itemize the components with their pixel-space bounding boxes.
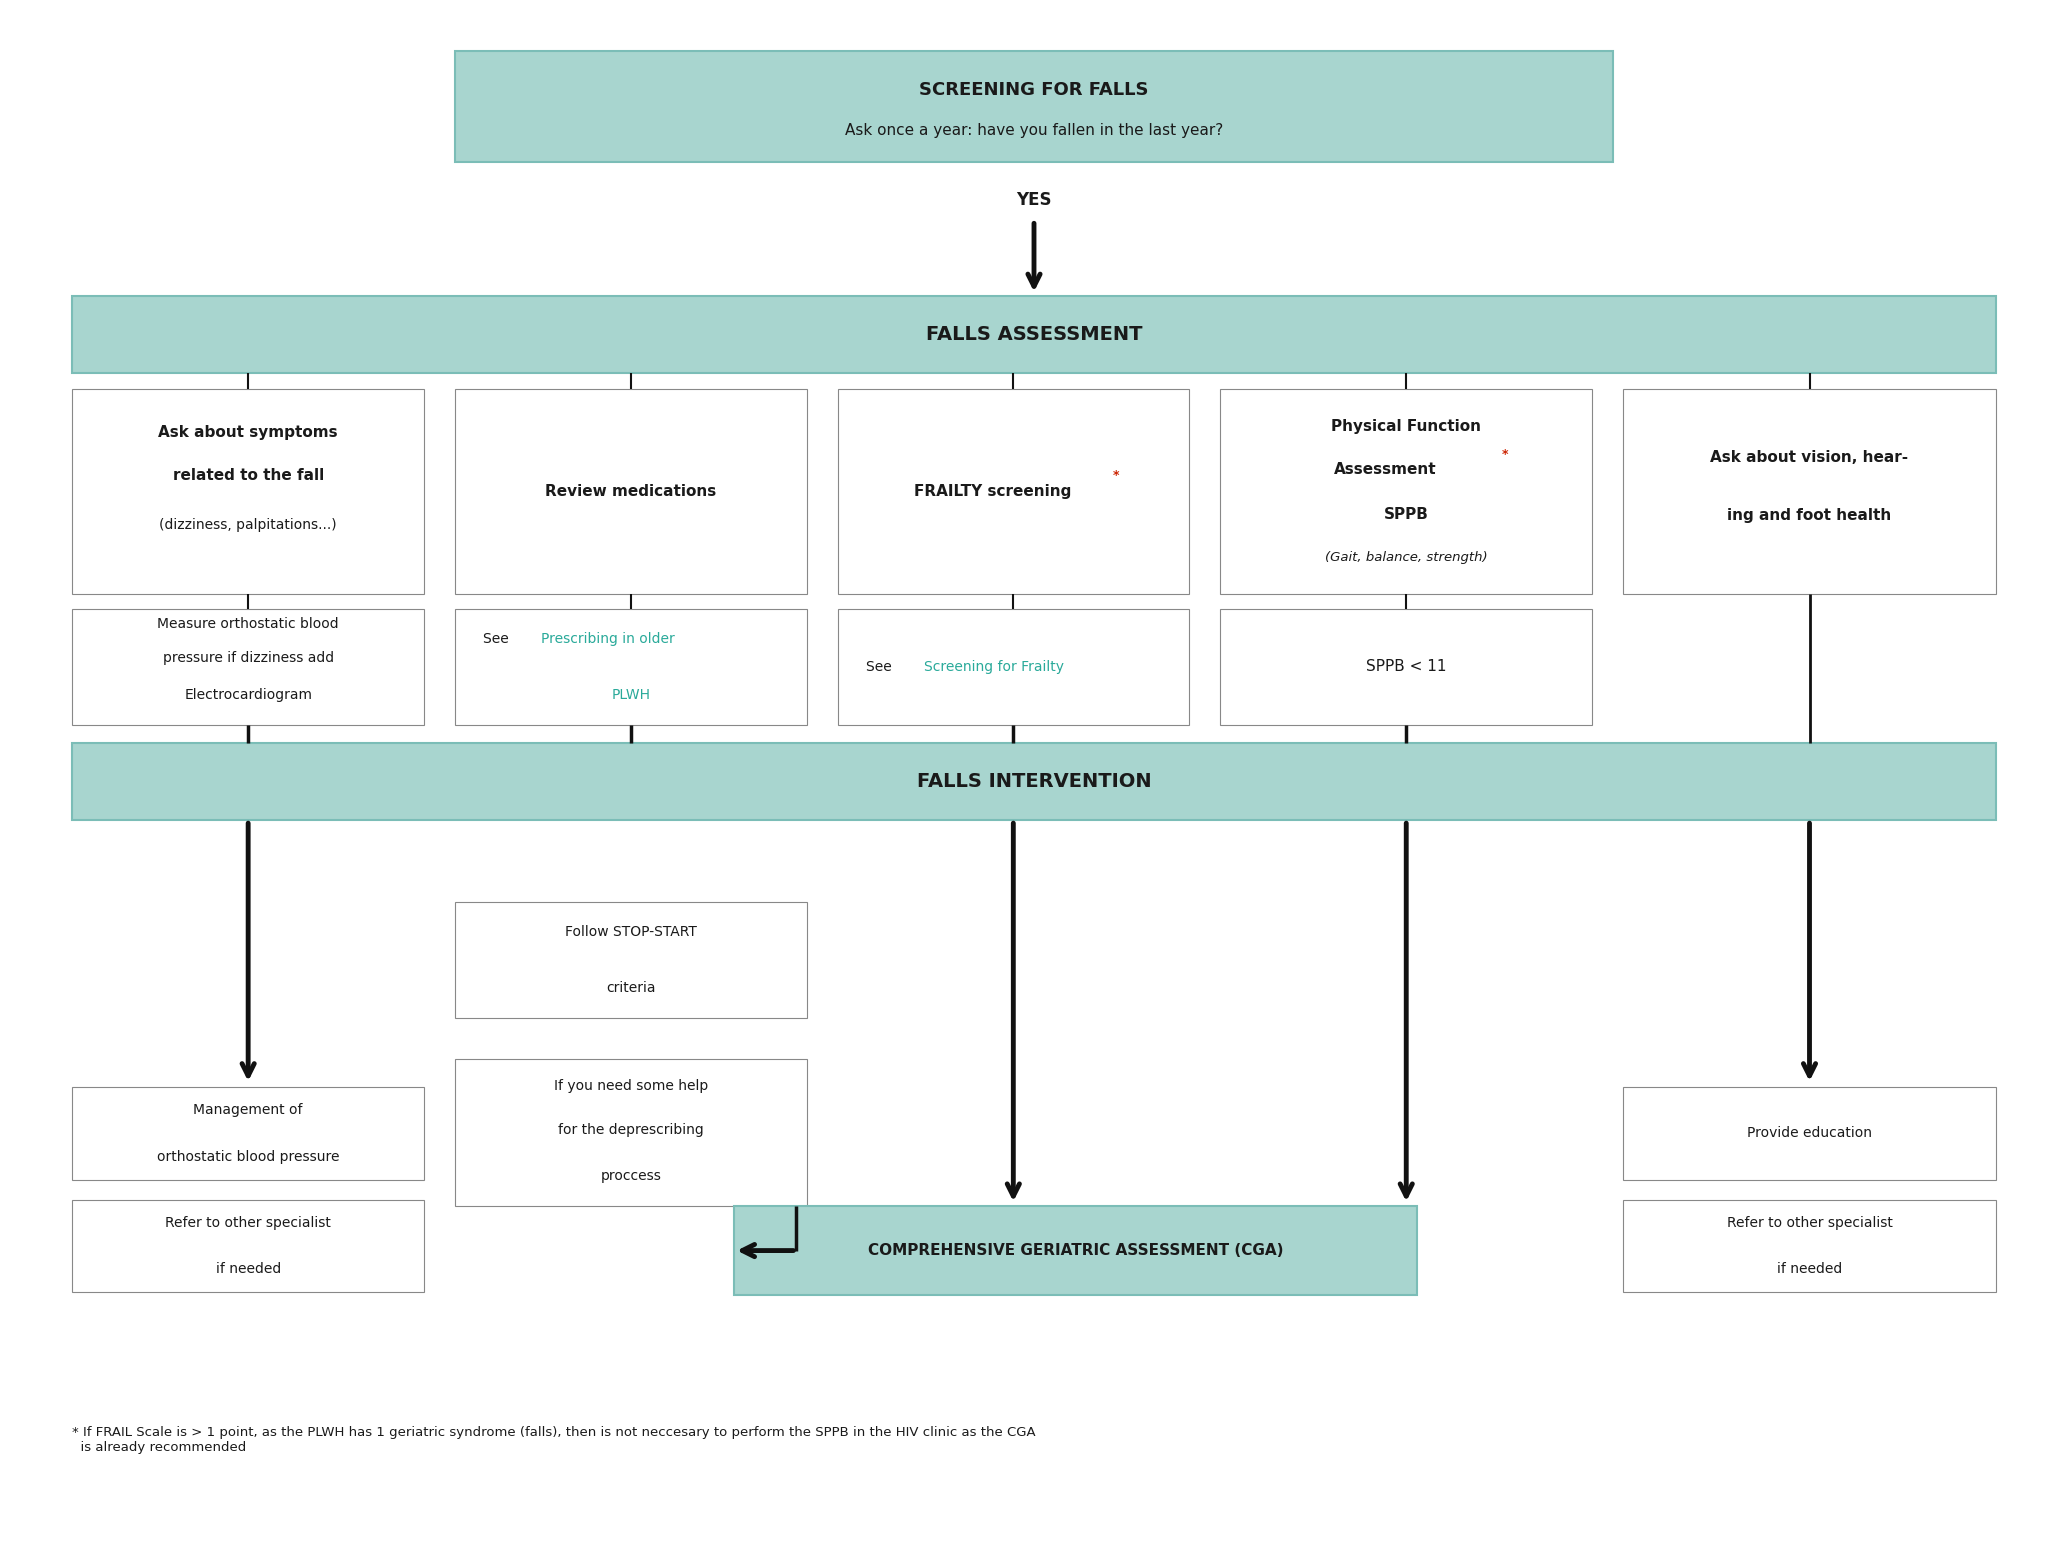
Text: proccess: proccess bbox=[600, 1169, 662, 1183]
Text: for the deprescribing: for the deprescribing bbox=[558, 1123, 703, 1136]
FancyBboxPatch shape bbox=[455, 389, 807, 594]
Text: * If FRAIL Scale is > 1 point, as the PLWH has 1 geriatric syndrome (falls), the: * If FRAIL Scale is > 1 point, as the PL… bbox=[72, 1426, 1036, 1454]
FancyBboxPatch shape bbox=[455, 1059, 807, 1206]
Text: Assessment: Assessment bbox=[1334, 463, 1437, 476]
Text: Ask once a year: have you fallen in the last year?: Ask once a year: have you fallen in the … bbox=[846, 123, 1222, 139]
Text: Review medications: Review medications bbox=[546, 484, 716, 498]
Text: FALLS ASSESSMENT: FALLS ASSESSMENT bbox=[926, 325, 1142, 344]
Text: Follow STOP-START: Follow STOP-START bbox=[565, 925, 697, 939]
FancyBboxPatch shape bbox=[1623, 1087, 1996, 1180]
Text: SPPB < 11: SPPB < 11 bbox=[1367, 660, 1446, 674]
Text: PLWH: PLWH bbox=[612, 688, 649, 702]
FancyBboxPatch shape bbox=[455, 902, 807, 1018]
Text: SCREENING FOR FALLS: SCREENING FOR FALLS bbox=[920, 80, 1148, 99]
FancyBboxPatch shape bbox=[1623, 1200, 1996, 1292]
Text: if needed: if needed bbox=[215, 1261, 281, 1277]
FancyBboxPatch shape bbox=[1623, 389, 1996, 594]
Text: Prescribing in older: Prescribing in older bbox=[542, 632, 674, 646]
Text: COMPREHENSIVE GERIATRIC ASSESSMENT (CGA): COMPREHENSIVE GERIATRIC ASSESSMENT (CGA) bbox=[869, 1243, 1282, 1258]
Text: criteria: criteria bbox=[606, 981, 656, 995]
Text: (Gait, balance, strength): (Gait, balance, strength) bbox=[1326, 550, 1487, 564]
Text: See: See bbox=[484, 632, 513, 646]
Text: pressure if dizziness add: pressure if dizziness add bbox=[163, 651, 333, 665]
Text: *: * bbox=[1113, 469, 1119, 483]
Text: See: See bbox=[866, 660, 895, 674]
Text: SPPB: SPPB bbox=[1383, 507, 1429, 521]
Text: FALLS INTERVENTION: FALLS INTERVENTION bbox=[916, 773, 1152, 791]
Text: Electrocardiogram: Electrocardiogram bbox=[184, 688, 312, 702]
Text: Refer to other specialist: Refer to other specialist bbox=[165, 1215, 331, 1231]
FancyBboxPatch shape bbox=[72, 1200, 424, 1292]
FancyBboxPatch shape bbox=[455, 51, 1613, 162]
Text: Ask about vision, hear-: Ask about vision, hear- bbox=[1710, 450, 1909, 464]
FancyBboxPatch shape bbox=[838, 609, 1189, 725]
Text: Provide education: Provide education bbox=[1747, 1126, 1872, 1141]
Text: (dizziness, palpitations...): (dizziness, palpitations...) bbox=[159, 518, 337, 532]
Text: If you need some help: If you need some help bbox=[554, 1079, 707, 1093]
FancyBboxPatch shape bbox=[455, 609, 807, 725]
FancyBboxPatch shape bbox=[72, 1087, 424, 1180]
FancyBboxPatch shape bbox=[838, 389, 1189, 594]
Text: Physical Function: Physical Function bbox=[1332, 419, 1481, 433]
FancyBboxPatch shape bbox=[1220, 609, 1592, 725]
FancyBboxPatch shape bbox=[1220, 389, 1592, 594]
FancyBboxPatch shape bbox=[72, 609, 424, 725]
Text: Screening for Frailty: Screening for Frailty bbox=[924, 660, 1063, 674]
FancyBboxPatch shape bbox=[72, 389, 424, 594]
Text: Ask about symptoms: Ask about symptoms bbox=[159, 426, 337, 439]
Text: ing and foot health: ing and foot health bbox=[1727, 509, 1892, 523]
Text: orthostatic blood pressure: orthostatic blood pressure bbox=[157, 1149, 339, 1164]
FancyBboxPatch shape bbox=[72, 296, 1996, 373]
Text: if needed: if needed bbox=[1776, 1261, 1843, 1277]
Text: *: * bbox=[1501, 447, 1508, 461]
FancyBboxPatch shape bbox=[72, 743, 1996, 820]
Text: related to the fall: related to the fall bbox=[172, 469, 325, 483]
Text: FRAILTY screening: FRAILTY screening bbox=[914, 484, 1071, 498]
FancyBboxPatch shape bbox=[734, 1206, 1417, 1295]
Text: Measure orthostatic blood: Measure orthostatic blood bbox=[157, 617, 339, 631]
Text: Refer to other specialist: Refer to other specialist bbox=[1727, 1215, 1892, 1231]
Text: YES: YES bbox=[1015, 191, 1053, 210]
Text: Management of: Management of bbox=[194, 1103, 302, 1118]
